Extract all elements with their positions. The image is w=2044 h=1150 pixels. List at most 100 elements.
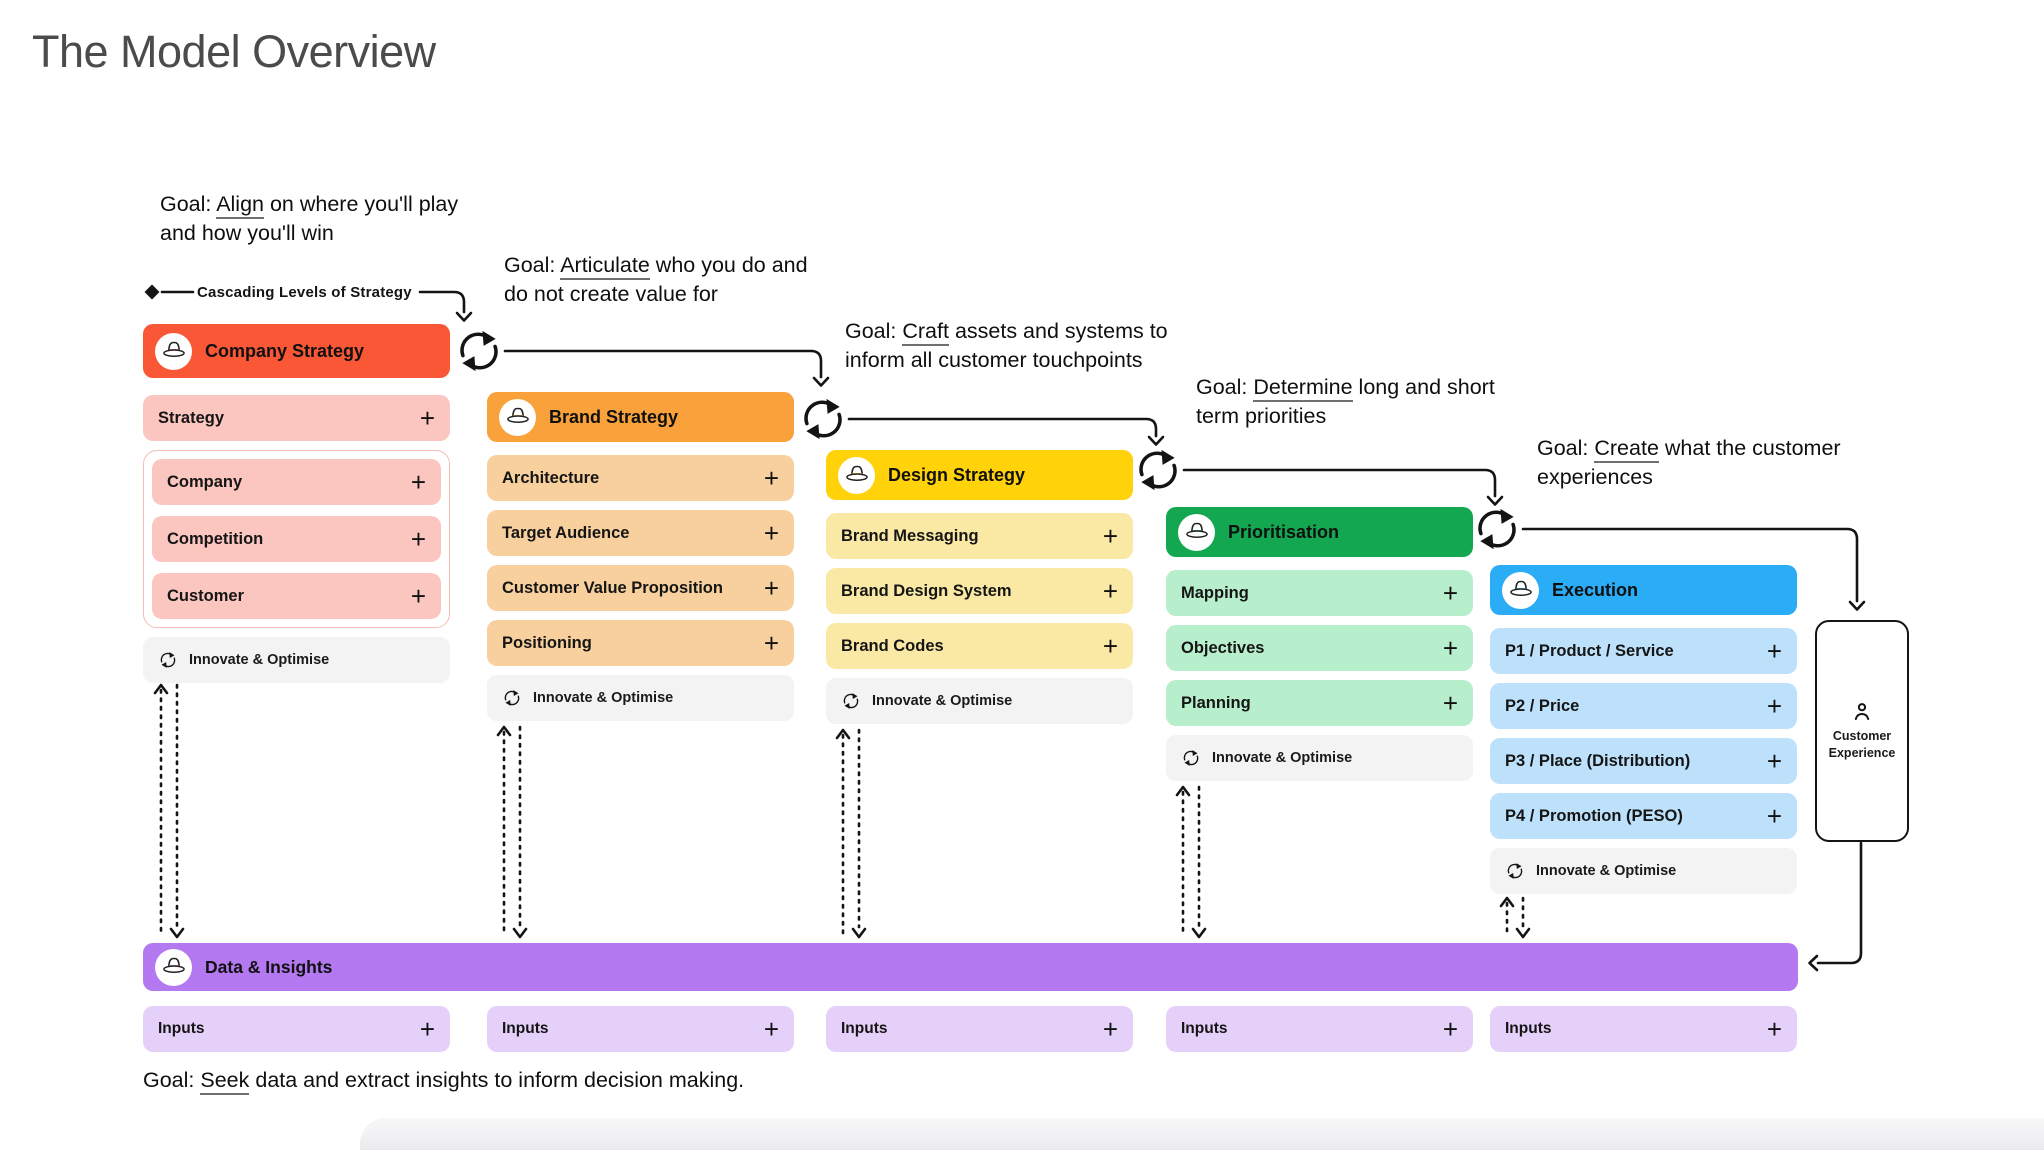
plus-icon[interactable]: +: [1766, 801, 1782, 831]
customer-experience-box: Customer Experience: [1815, 620, 1909, 842]
card-customer-value-proposition[interactable]: Customer Value Proposition +: [487, 565, 794, 611]
plus-icon[interactable]: +: [763, 463, 779, 493]
goal-keyword: Seek: [200, 1068, 250, 1095]
card-p3-place-distribution[interactable]: P3 / Place (Distribution) +: [1490, 738, 1797, 784]
column-header-label: Execution: [1552, 579, 1639, 600]
arrow-company-to-brand: [503, 349, 830, 387]
hat-icon: [155, 332, 192, 370]
column-company-strategy: Company Strategy Strategy + Company + Co…: [143, 324, 450, 683]
card-label: Customer: [167, 586, 245, 605]
card-p2-price[interactable]: P2 / Price +: [1490, 683, 1797, 729]
feedback-dotted-arrow-design: [835, 728, 867, 939]
card-objectives[interactable]: Objectives +: [1166, 625, 1473, 671]
card-label: Brand Codes: [841, 636, 944, 655]
plus-icon[interactable]: +: [1442, 688, 1458, 718]
card-label: Target Audience: [502, 523, 630, 542]
column-header-design-strategy[interactable]: Design Strategy: [826, 450, 1133, 500]
card-competition[interactable]: Competition +: [152, 516, 441, 562]
goal-text: Goal:: [143, 1068, 201, 1092]
card-label: Brand Design System: [841, 581, 1012, 600]
arrow-design-to-prioritisation: [1182, 468, 1504, 506]
card-brand-codes[interactable]: Brand Codes +: [826, 623, 1133, 669]
card-brand-messaging[interactable]: Brand Messaging +: [826, 513, 1133, 559]
card-label: Company: [167, 472, 243, 491]
cascading-levels-label: Cascading Levels of Strategy: [197, 284, 412, 301]
arrow-customer-experience-to-data-insights: [1808, 841, 1863, 972]
cycle-icon-company: [460, 329, 498, 373]
column-header-brand-strategy[interactable]: Brand Strategy: [487, 392, 794, 442]
plus-icon[interactable]: +: [1766, 636, 1782, 666]
hat-icon: [838, 456, 875, 494]
plus-icon[interactable]: +: [419, 403, 435, 433]
card-target-audience[interactable]: Target Audience +: [487, 510, 794, 556]
plus-icon[interactable]: +: [1766, 746, 1782, 776]
plus-icon[interactable]: +: [1766, 1014, 1782, 1044]
column-execution: Execution P1 / Product / Service + P2 / …: [1490, 565, 1797, 894]
goal-text: long and short term priorities: [1196, 375, 1495, 429]
card-label: Brand Messaging: [841, 526, 979, 545]
goal-text: Goal:: [1537, 436, 1595, 460]
innovate-optimise-row[interactable]: Innovate & Optimise: [1490, 848, 1797, 894]
card-positioning[interactable]: Positioning +: [487, 620, 794, 666]
plus-icon[interactable]: +: [1102, 521, 1118, 551]
innovate-optimise-row[interactable]: Innovate & Optimise: [1166, 735, 1473, 781]
card-inputs-execution[interactable]: Inputs +: [1490, 1006, 1797, 1052]
plus-icon[interactable]: +: [763, 1014, 779, 1044]
innovate-label: Innovate & Optimise: [1212, 750, 1353, 766]
feedback-dotted-arrow-execution: [1499, 896, 1531, 939]
plus-icon[interactable]: +: [419, 1014, 435, 1044]
data-insights-bar[interactable]: Data & Insights: [143, 943, 1798, 991]
refresh-cycle-icon: [1183, 749, 1199, 767]
column-header-company-strategy[interactable]: Company Strategy: [143, 324, 450, 378]
card-label: Architecture: [502, 468, 600, 487]
goal-keyword: Articulate: [560, 253, 650, 280]
card-strategy[interactable]: Strategy +: [143, 395, 450, 441]
goal-text: what the customer experiences: [1537, 436, 1841, 490]
refresh-cycle-icon: [504, 689, 520, 707]
plus-icon[interactable]: +: [763, 573, 779, 603]
hat-icon: [1178, 513, 1215, 551]
goal-text: assets and systems to inform all custome…: [845, 319, 1168, 373]
plus-icon[interactable]: +: [763, 518, 779, 548]
card-inputs-brand[interactable]: Inputs +: [487, 1006, 794, 1052]
card-company[interactable]: Company +: [152, 459, 441, 505]
plus-icon[interactable]: +: [410, 524, 426, 554]
goal-text: data and extract insights to inform deci…: [249, 1068, 745, 1092]
card-label: Customer Value Proposition: [502, 578, 723, 597]
card-mapping[interactable]: Mapping +: [1166, 570, 1473, 616]
column-header-prioritisation[interactable]: Prioritisation: [1166, 507, 1473, 557]
card-label: Inputs: [1505, 1020, 1552, 1037]
card-brand-design-system[interactable]: Brand Design System +: [826, 568, 1133, 614]
card-inputs-company[interactable]: Inputs +: [143, 1006, 450, 1052]
card-p4-promotion-peso[interactable]: P4 / Promotion (PESO) +: [1490, 793, 1797, 839]
innovate-optimise-row[interactable]: Innovate & Optimise: [487, 675, 794, 721]
plus-icon[interactable]: +: [1442, 633, 1458, 663]
card-p1-product-service[interactable]: P1 / Product / Service +: [1490, 628, 1797, 674]
plus-icon[interactable]: +: [1102, 576, 1118, 606]
goal-note-brand: Goal: Articulate who you do and do not c…: [504, 251, 826, 310]
innovate-optimise-row[interactable]: Innovate & Optimise: [826, 678, 1133, 724]
card-inputs-design[interactable]: Inputs +: [826, 1006, 1133, 1052]
plus-icon[interactable]: +: [410, 467, 426, 497]
plus-icon[interactable]: +: [1102, 631, 1118, 661]
plus-icon[interactable]: +: [1766, 691, 1782, 721]
hat-icon: [499, 398, 536, 436]
column-header-execution[interactable]: Execution: [1490, 565, 1797, 615]
plus-icon[interactable]: +: [410, 581, 426, 611]
innovate-optimise-row[interactable]: Innovate & Optimise: [143, 637, 450, 683]
plus-icon[interactable]: +: [763, 628, 779, 658]
plus-icon[interactable]: +: [1102, 1014, 1118, 1044]
customer-experience-label: Customer Experience: [1828, 729, 1896, 760]
card-planning[interactable]: Planning +: [1166, 680, 1473, 726]
plus-icon[interactable]: +: [1442, 1014, 1458, 1044]
card-inputs-prioritisation[interactable]: Inputs +: [1166, 1006, 1473, 1052]
feedback-dotted-arrow-brand: [496, 725, 528, 939]
data-insights-label: Data & Insights: [205, 956, 333, 977]
card-architecture[interactable]: Architecture +: [487, 455, 794, 501]
card-customer[interactable]: Customer +: [152, 573, 441, 619]
card-label: Strategy: [158, 408, 225, 427]
goal-note-execution: Goal: Create what the customer experienc…: [1537, 434, 1861, 493]
column-header-label: Design Strategy: [888, 464, 1026, 485]
plus-icon[interactable]: +: [1442, 578, 1458, 608]
